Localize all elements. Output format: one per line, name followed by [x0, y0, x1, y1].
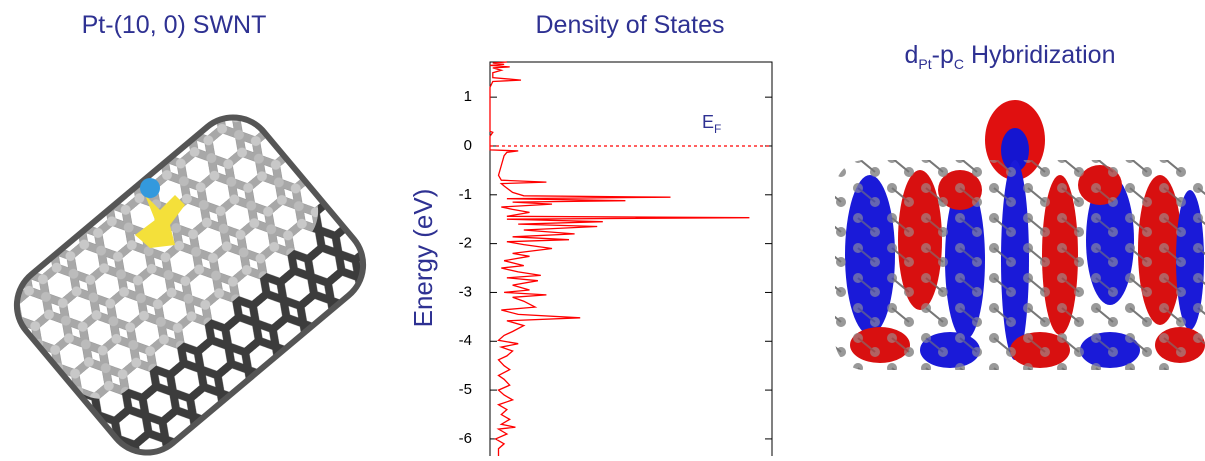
y-tick-label: -5 [459, 381, 472, 398]
y-tick-label: -2 [459, 235, 472, 252]
y-tick-label: -4 [459, 332, 472, 349]
dos-line [489, 61, 750, 456]
axis-label: Energy (eV) [408, 189, 438, 328]
title-subscript: Pt [918, 56, 931, 72]
y-tick-label: -1 [459, 186, 472, 203]
title-part: d [905, 41, 919, 69]
title-part: -p [932, 41, 954, 69]
right-title: dPt-pC Hybridization [905, 41, 1116, 72]
orbital-image [835, 100, 1205, 370]
title-part: Hybridization [964, 41, 1115, 69]
y-tick-label: -3 [459, 283, 472, 300]
nanotube-image [13, 114, 367, 456]
chart-title: Density of States [536, 11, 725, 39]
y-tick-label: 0 [464, 137, 472, 154]
annotation-subscript: F [714, 122, 721, 136]
pt-adsorbate [135, 178, 185, 248]
annotation-text: E [702, 112, 714, 132]
y-tick-label: 1 [464, 88, 472, 105]
title-subscript: C [954, 56, 964, 72]
fermi-annotation: EF [702, 112, 721, 136]
plot-frame [489, 61, 773, 461]
left-title: Pt-(10, 0) SWNT [82, 11, 267, 39]
y-tick-label: -6 [459, 430, 472, 447]
